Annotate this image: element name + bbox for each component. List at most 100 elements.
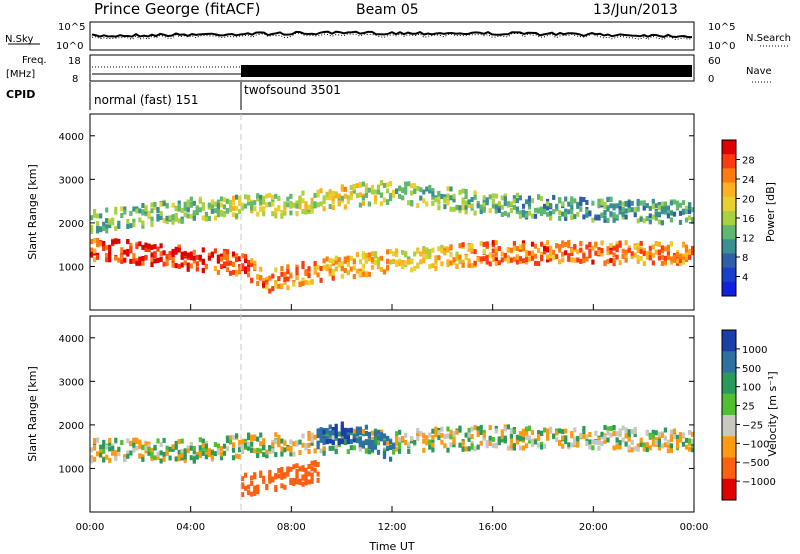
power-cell [198, 254, 202, 260]
power-cell [361, 263, 365, 269]
power-cell [404, 181, 408, 187]
power-cell [491, 193, 495, 199]
velocity-cell [540, 444, 544, 450]
power-cell [413, 183, 417, 189]
power-cell [301, 264, 305, 270]
velocity-cell [358, 436, 362, 442]
power-cell [509, 247, 513, 253]
power-cell [660, 201, 664, 207]
velocity-cell [606, 430, 610, 436]
power-cell [147, 243, 151, 249]
velocity-cell [253, 435, 257, 441]
velocity-cell [180, 450, 184, 455]
velocity-cell [591, 445, 595, 451]
velocity-cell [612, 425, 616, 430]
power-cell [410, 183, 414, 189]
power-cell [259, 266, 263, 272]
power-cell [340, 266, 344, 272]
power-cell [428, 249, 432, 254]
power-cell [473, 210, 477, 216]
power-cell [506, 212, 510, 218]
velocity-cell [630, 447, 634, 453]
power-cell [633, 212, 637, 218]
velocity-cell [633, 432, 637, 438]
power-cell [256, 211, 260, 217]
velocity-cell [238, 443, 242, 449]
velocity-cell [292, 441, 296, 447]
power-cell [482, 248, 486, 254]
power-cell [669, 217, 673, 223]
power-cell [494, 260, 498, 266]
power-cell [688, 215, 692, 221]
velocity-cell [657, 445, 661, 451]
velocity-cell [672, 428, 677, 434]
power-cell [407, 200, 411, 206]
velocity-cell [530, 442, 535, 448]
velocity-cell [120, 440, 124, 446]
velocity-cell [395, 440, 399, 446]
velocity-cell [250, 436, 254, 442]
power-cell [198, 198, 202, 204]
power-cell [401, 263, 405, 269]
power-cell [231, 206, 236, 211]
velocity-cell [688, 438, 692, 444]
power-cell [494, 204, 498, 210]
velocity-cell [431, 442, 435, 448]
velocity-cell [231, 442, 236, 448]
power-cell [497, 201, 501, 207]
power-cell [428, 253, 432, 259]
power-cell [624, 201, 628, 207]
velocity-cell [307, 479, 311, 485]
power-cell [219, 196, 224, 202]
power-cell [343, 204, 347, 210]
power-cell [135, 208, 139, 214]
power-cbar-swatch [722, 168, 736, 184]
power-cell [470, 263, 474, 269]
power-cell [271, 286, 275, 292]
power-cell [231, 212, 236, 218]
velocity-cell [228, 439, 233, 445]
power-cell [416, 203, 420, 209]
velocity-cell [651, 436, 655, 442]
power-cell [684, 209, 689, 215]
power-cbar-label: Power [dB] [764, 182, 777, 242]
velocity-cell [159, 442, 163, 448]
velocity-cell [464, 446, 468, 452]
power-cell [256, 274, 260, 280]
power-cell [93, 248, 97, 254]
power-cell [537, 208, 541, 214]
velocity-cell [376, 440, 381, 446]
velocity-cbar-tick-label: −500 [742, 458, 769, 469]
velocity-cell [476, 430, 480, 436]
power-cell [201, 205, 205, 211]
velocity-cell [238, 440, 242, 445]
power-cell [612, 258, 616, 264]
power-cell [588, 248, 592, 254]
velocity-cell [231, 434, 236, 440]
velocity-cell [334, 423, 338, 429]
velocity-cell [615, 444, 619, 450]
power-cell [108, 223, 112, 229]
power-cell [165, 261, 169, 267]
power-cell [527, 250, 532, 256]
power-cell [691, 245, 695, 251]
power-cell [159, 201, 163, 207]
power-cell [503, 196, 507, 202]
power-cell [96, 228, 100, 234]
power-cell [222, 251, 227, 257]
velocity-cell [422, 433, 426, 439]
velocity-cell [546, 435, 550, 441]
power-cell [434, 255, 438, 261]
power-cell [398, 193, 402, 199]
power-cell [189, 251, 193, 257]
power-cell [573, 244, 577, 249]
velocity-cell [479, 430, 483, 435]
velocity-cell [691, 441, 695, 447]
power-cell [515, 259, 519, 265]
power-cell [621, 254, 625, 260]
power-cell [464, 194, 468, 200]
power-cell [367, 187, 371, 193]
velocity-cell [657, 431, 661, 437]
velocity-cell [588, 432, 592, 437]
power-cell [150, 244, 154, 250]
